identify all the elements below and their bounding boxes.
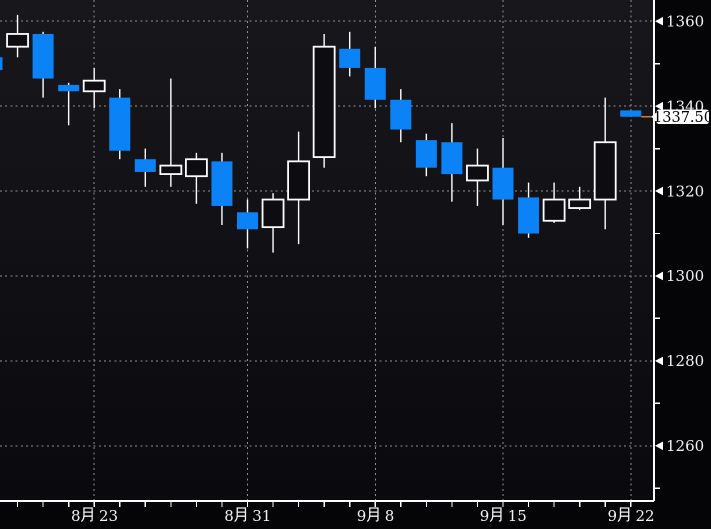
candle-body-down (518, 197, 540, 234)
y-axis-label-1300: 1300 (655, 267, 704, 285)
candle-body-down (492, 167, 514, 200)
candle-7 (159, 78, 183, 187)
y-axis-label-1260: 1260 (655, 437, 704, 455)
candle-body-up (287, 160, 311, 201)
candle-25 (620, 110, 642, 117)
candle-body-up (261, 198, 285, 229)
candle-body-up (593, 141, 617, 201)
axis-arrow-icon (655, 271, 663, 281)
candle-0 (0, 57, 3, 71)
month-kanji-icon (617, 507, 630, 522)
candle-13 (312, 33, 336, 168)
svg-text:22: 22 (636, 507, 655, 525)
candle-body-down (339, 48, 361, 68)
y-axis-minor-ticks (654, 62, 660, 489)
candle-22 (542, 182, 566, 223)
candle-1 (6, 14, 29, 58)
candle-body-down (134, 159, 156, 172)
svg-text:1280: 1280 (666, 352, 704, 370)
candles (0, 14, 642, 253)
candle-body-down (390, 99, 412, 130)
svg-text:8: 8 (71, 507, 81, 525)
x-axis-label-9-22: 9 22 (608, 507, 655, 525)
candle-19 (466, 148, 489, 206)
candle-body-down (237, 212, 258, 230)
candle-8 (184, 152, 208, 204)
candle-11 (261, 193, 285, 253)
svg-text:9: 9 (608, 507, 618, 525)
axis-arrow-icon (655, 186, 663, 196)
candle-body-down (32, 33, 54, 79)
month-kanji-icon (234, 507, 247, 522)
candle-body-up (312, 45, 336, 158)
candle-body-up (82, 79, 106, 93)
svg-text:8: 8 (224, 507, 234, 525)
candle-body-down (364, 67, 386, 100)
svg-text:23: 23 (99, 507, 118, 525)
candle-4 (82, 67, 106, 109)
svg-text:1260: 1260 (666, 437, 704, 455)
svg-text:1360: 1360 (666, 12, 704, 30)
axis-arrow-icon (655, 356, 663, 366)
candle-16 (390, 89, 412, 143)
last-price-value: 1337.50 (653, 110, 711, 126)
candle-body-down (441, 142, 463, 175)
x-axis-ticks (16, 502, 632, 507)
candle-body-up (6, 33, 29, 48)
candle-6 (134, 148, 156, 187)
month-kanji-icon (489, 507, 502, 522)
candle-body-up (542, 198, 566, 222)
y-axis-label-1320: 1320 (655, 182, 704, 200)
candle-body-up (159, 164, 183, 175)
y-axis-label-1280: 1280 (655, 352, 704, 370)
candle-10 (237, 199, 258, 249)
svg-text:1300: 1300 (666, 267, 704, 285)
axis-lines (0, 0, 655, 502)
svg-text:8: 8 (385, 507, 395, 525)
svg-text:31: 31 (252, 507, 271, 525)
axis-arrow-icon (655, 441, 663, 451)
candle-5 (109, 89, 131, 160)
candle-body-up (568, 198, 592, 209)
last-price-flag: 1337.50 (651, 109, 711, 126)
candle-20 (492, 137, 514, 226)
candle-body-down (109, 97, 131, 151)
x-axis-label-8-31: 8 31 (224, 507, 271, 525)
candle-body-up (466, 164, 489, 182)
candle-24 (593, 97, 617, 230)
candle-3 (58, 82, 80, 126)
svg-text:9: 9 (480, 507, 490, 525)
x-axis-labels: 8 23 8 31 9 8 9 15 9 22 (71, 507, 655, 525)
axis-arrow-icon (655, 16, 663, 26)
candle-12 (287, 131, 311, 245)
candle-body-down (415, 140, 437, 168)
candle-21 (518, 182, 540, 238)
candle-14 (339, 31, 361, 77)
candle-18 (441, 123, 463, 202)
svg-text:1320: 1320 (666, 182, 704, 200)
last-price-flag-shape (651, 109, 709, 125)
svg-text:9: 9 (357, 507, 367, 525)
svg-text:15: 15 (508, 507, 527, 525)
month-kanji-icon (81, 507, 93, 522)
candle-2 (32, 31, 54, 98)
candle-17 (415, 133, 437, 177)
x-axis-label-9-15: 9 15 (480, 507, 527, 525)
axis-arrow-icon (655, 101, 663, 111)
candle-body-down (620, 110, 642, 117)
y-axis-label-1360: 1360 (655, 12, 704, 30)
candle-23 (568, 186, 592, 211)
candle-body-down (58, 84, 80, 92)
x-axis-label-8-23: 8 23 (71, 507, 118, 525)
candle-body-down (0, 57, 3, 71)
month-kanji-icon (366, 507, 379, 522)
candle-body-down (211, 161, 233, 206)
candle-15 (364, 46, 386, 109)
candle-9 (211, 152, 233, 226)
candle-body-up (184, 158, 208, 178)
